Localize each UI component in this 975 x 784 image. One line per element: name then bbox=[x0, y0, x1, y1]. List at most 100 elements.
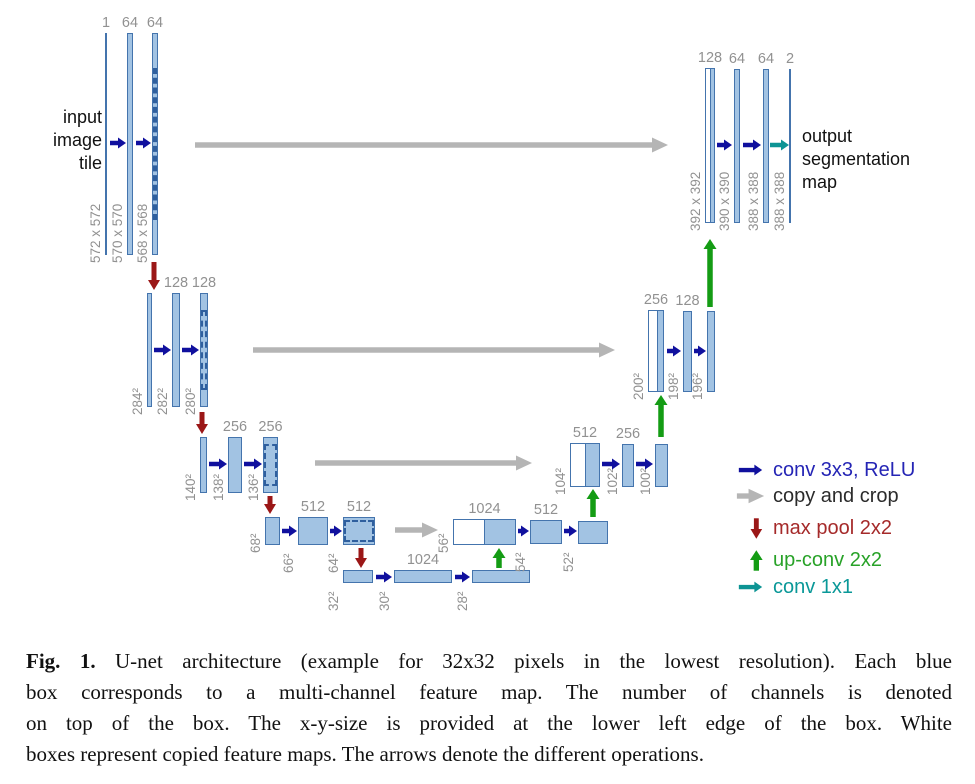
copied-feature-map-box bbox=[453, 519, 516, 545]
feature-map-box bbox=[147, 293, 152, 407]
conv1x1-arrow bbox=[770, 139, 789, 151]
channels-label: 512 bbox=[346, 499, 372, 515]
legend-item-upconv: up-conv 2x2 bbox=[733, 547, 915, 573]
conv3x3-arrow bbox=[154, 344, 171, 356]
figure-caption: Fig. 1. U-net architecture (example for … bbox=[26, 646, 952, 770]
feature-map-box bbox=[228, 437, 242, 493]
feature-map-box bbox=[530, 520, 562, 544]
channels-label: 1024 bbox=[468, 501, 501, 517]
copied-feature-map-box bbox=[570, 443, 600, 487]
conv3x3-arrow bbox=[330, 525, 342, 537]
caption-text: U-net architecture (example for 32x32 pi… bbox=[115, 649, 952, 673]
channels-label: 128 bbox=[697, 50, 723, 66]
output-segmentation-map-label: output segmentation map bbox=[802, 126, 911, 192]
copy-crop-arrow bbox=[195, 137, 668, 153]
up-conv-arrow bbox=[703, 239, 717, 307]
feature-map-box bbox=[578, 521, 608, 544]
channels-label: 64 bbox=[728, 51, 746, 67]
feature-map-box bbox=[622, 444, 634, 487]
conv3x3-arrow-icon bbox=[733, 457, 768, 484]
channels-label: 512 bbox=[300, 499, 326, 515]
arrows-layer bbox=[110, 137, 789, 583]
copy-crop-arrow bbox=[395, 522, 438, 538]
up-conv-half bbox=[710, 69, 714, 222]
feature-map-box bbox=[343, 570, 373, 583]
crop-region-outline bbox=[153, 68, 157, 220]
feature-map-box bbox=[763, 69, 769, 223]
conv3x3-arrow bbox=[182, 344, 199, 356]
feature-map-box bbox=[394, 570, 452, 583]
channels-label: 64 bbox=[121, 15, 139, 31]
feature-map-box bbox=[298, 517, 328, 545]
legend-item-copy: copy and crop bbox=[733, 483, 915, 509]
feature-map-box bbox=[472, 570, 530, 583]
up-conv-arrow bbox=[492, 548, 506, 568]
conv3x3-arrow bbox=[455, 571, 470, 583]
copy-crop-arrow-icon bbox=[733, 483, 768, 510]
cropped-feature-map-box bbox=[343, 517, 375, 545]
channels-label: 64 bbox=[146, 15, 164, 31]
feature-map-box bbox=[172, 293, 180, 407]
channels-label: 64 bbox=[757, 51, 775, 67]
copied-feature-map-box bbox=[705, 68, 715, 223]
conv3x3-arrow bbox=[110, 137, 126, 149]
conv3x3-arrow bbox=[564, 525, 577, 537]
max-pool-arrow bbox=[264, 496, 276, 514]
channels-label: 2 bbox=[785, 51, 795, 67]
conv1x1-arrow bbox=[738, 581, 763, 592]
unet-architecture-diagram: input image tile output segmentation map… bbox=[52, 15, 915, 611]
cropped-feature-map-box bbox=[152, 33, 158, 255]
caption-line: Fig. 1. U-net architecture (example for … bbox=[26, 646, 952, 677]
conv3x3-arrow bbox=[136, 137, 151, 149]
caption-line: box corresponds to a multi-channel featu… bbox=[26, 680, 952, 704]
crop-region-outline bbox=[344, 519, 374, 543]
feature-map-box bbox=[789, 69, 791, 223]
legend-label: conv 3x3, ReLU bbox=[773, 458, 916, 481]
channels-label: 128 bbox=[191, 275, 217, 291]
max-pool-arrow bbox=[148, 262, 160, 290]
copy-crop-arrow bbox=[315, 455, 532, 471]
channels-label: 128 bbox=[675, 293, 700, 309]
legend: conv 3x3, ReLU copy and crop max pool 2x2 u… bbox=[733, 457, 915, 600]
max-pool-arrow-icon bbox=[733, 515, 768, 542]
input-image-tile-label: input image tile bbox=[52, 107, 102, 173]
conv1x1-arrow-icon bbox=[733, 574, 768, 601]
feature-map-box bbox=[105, 33, 107, 255]
caption-line: on top of the box. The x-y-size is provi… bbox=[26, 711, 952, 735]
channels-label: 256 bbox=[643, 292, 669, 308]
channels-label: 128 bbox=[163, 275, 189, 291]
cropped-feature-map-box bbox=[263, 437, 278, 493]
up-conv-arrow bbox=[586, 489, 600, 517]
crop-region-outline bbox=[201, 310, 207, 390]
feature-map-box bbox=[127, 33, 133, 255]
crop-region-outline bbox=[264, 444, 277, 486]
feature-map-box bbox=[265, 517, 280, 545]
channels-label: 256 bbox=[258, 419, 283, 435]
conv3x3-arrow bbox=[282, 525, 297, 537]
up-conv-arrow-icon bbox=[733, 547, 768, 574]
conv3x3-arrow bbox=[667, 345, 681, 357]
conv3x3-arrow bbox=[636, 458, 653, 470]
legend-label: up-conv 2x2 bbox=[773, 548, 882, 571]
conv3x3-arrow bbox=[376, 571, 392, 583]
feature-map-box bbox=[707, 311, 715, 392]
legend-item-conv: conv 3x3, ReLU bbox=[733, 457, 915, 483]
conv3x3-arrow bbox=[244, 458, 262, 470]
up-conv-half bbox=[656, 311, 663, 391]
channels-label: 512 bbox=[572, 425, 598, 441]
copy-crop-arrow bbox=[736, 488, 765, 503]
conv3x3-arrow bbox=[694, 345, 706, 357]
channels-label: 512 bbox=[533, 502, 559, 518]
conv3x3-arrow bbox=[717, 139, 732, 151]
conv3x3-arrow bbox=[518, 525, 529, 537]
max-pool-arrow bbox=[750, 517, 763, 539]
up-conv-half bbox=[483, 520, 515, 544]
max-pool-arrow bbox=[196, 412, 208, 434]
copy-crop-arrow bbox=[253, 342, 615, 358]
channels-label: 1 bbox=[101, 15, 111, 31]
legend-label: max pool 2x2 bbox=[773, 516, 892, 539]
legend-label: copy and crop bbox=[773, 484, 899, 507]
up-conv-arrow bbox=[654, 395, 668, 437]
up-conv-half bbox=[585, 444, 599, 486]
